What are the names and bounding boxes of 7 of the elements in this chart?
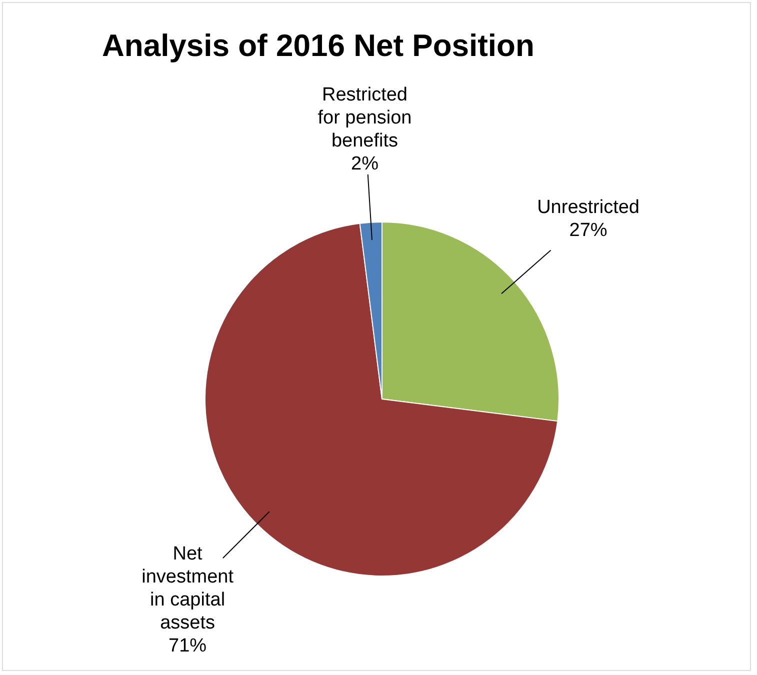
slice-label: Restricted for pension benefits — [318, 84, 412, 152]
data-label: 27% — [569, 220, 608, 242]
slice-label: Net investment in capital assets — [142, 543, 234, 634]
slice-label: Unrestricted — [537, 197, 640, 218]
chart-title: Analysis of 2016 Net Position — [102, 28, 534, 63]
data-label: 2% — [351, 154, 379, 175]
data-label: 71% — [168, 635, 207, 656]
